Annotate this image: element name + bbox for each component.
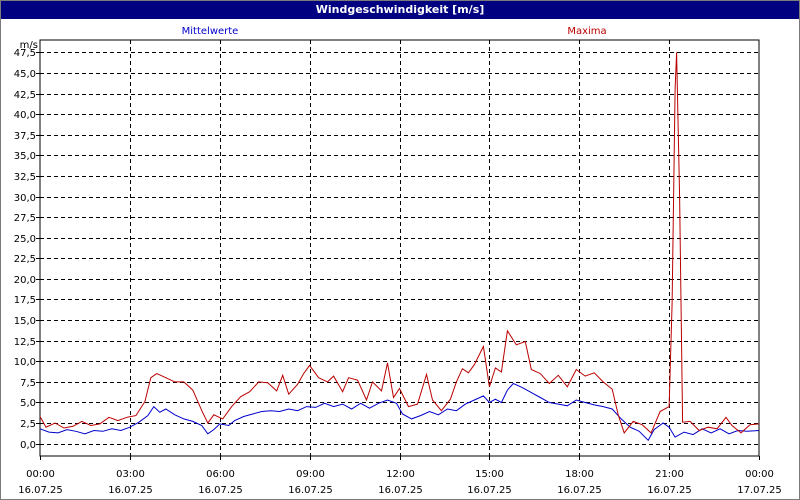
- legend-maxima: Maxima: [567, 26, 606, 37]
- y-tick-label: 2,5: [20, 419, 36, 430]
- series-line-maxima: [39, 52, 760, 434]
- x-tick-date-label: 16.07.25: [198, 485, 243, 496]
- x-tick-time-label: 09:00: [296, 469, 325, 480]
- x-tick-time-label: 12:00: [386, 469, 415, 480]
- y-tick-label: 5,0: [20, 398, 36, 409]
- y-tick-label: 10,0: [14, 357, 36, 368]
- x-tick-date-label: 17.07.25: [737, 485, 782, 496]
- y-tick-label: 15,0: [14, 316, 36, 327]
- x-tick-time-label: 18:00: [565, 469, 594, 480]
- window-title: Windgeschwindigkeit [m/s]: [1, 1, 799, 19]
- x-tick-time-label: 00:00: [26, 469, 55, 480]
- y-tick-label: 47,5: [14, 48, 36, 59]
- x-tick-date-label: 16.07.25: [378, 485, 423, 496]
- y-tick-label: 0,0: [20, 440, 36, 451]
- y-tick-label: 7,5: [20, 378, 36, 389]
- y-tick-label: 20,0: [14, 275, 36, 286]
- x-tick-time-label: 15:00: [475, 469, 504, 480]
- y-tick-label: 40,0: [14, 110, 36, 121]
- series-line-mittelwerte: [39, 382, 760, 442]
- x-tick-date-label: 16.07.25: [18, 485, 63, 496]
- x-tick-time-label: 00:00: [745, 469, 774, 480]
- y-axis-ticks: 0,0 2,5 5,0 7,5 10,0 12,5 15,0 17,5 20,0 22,5 25,0…: [14, 48, 40, 451]
- y-tick-label: 37,5: [14, 131, 36, 142]
- y-tick-label: 22,5: [14, 254, 36, 265]
- y-tick-label: 35,0: [14, 151, 36, 162]
- plot-area: [39, 39, 760, 457]
- x-tick-time-label: 03:00: [116, 469, 145, 480]
- y-tick-label: 27,5: [14, 213, 36, 224]
- x-tick-date-label: 16.07.25: [467, 485, 512, 496]
- x-tick-date-label: 16.07.25: [647, 485, 692, 496]
- x-axis-ticks: 00:00 16.07.25 03:00 16.07.25 06:00 16.07.25 0…: [18, 456, 782, 496]
- x-tick-date-label: 16.07.25: [557, 485, 602, 496]
- y-tick-label: 32,5: [14, 172, 36, 183]
- x-tick-date-label: 16.07.25: [288, 485, 333, 496]
- y-tick-label: 12,5: [14, 337, 36, 348]
- y-tick-label: 17,5: [14, 295, 36, 306]
- y-tick-label: 42,5: [14, 90, 36, 101]
- series-lines: [39, 52, 760, 442]
- x-tick-date-label: 16.07.25: [108, 485, 153, 496]
- x-tick-time-label: 06:00: [206, 469, 235, 480]
- y-axis-label: m/s: [20, 40, 38, 51]
- y-tick-label: 25,0: [14, 234, 36, 245]
- grid-lines: [40, 40, 759, 456]
- y-tick-label: 45,0: [14, 69, 36, 80]
- legend-mittelwerte: Mittelwerte: [182, 26, 239, 37]
- x-tick-time-label: 21:00: [655, 469, 684, 480]
- y-tick-label: 30,0: [14, 193, 36, 204]
